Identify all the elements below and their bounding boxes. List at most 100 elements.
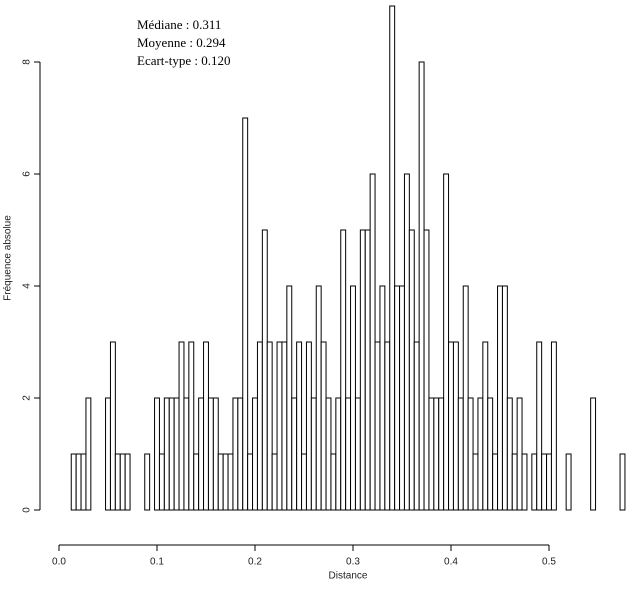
bar <box>487 397 494 511</box>
bar <box>105 397 111 511</box>
bar <box>541 453 548 511</box>
bar <box>511 453 518 511</box>
bar <box>320 341 327 511</box>
bar <box>379 285 386 511</box>
bar <box>173 397 180 511</box>
bar <box>619 453 626 511</box>
bar <box>546 453 552 511</box>
bar <box>85 397 92 511</box>
bar <box>550 341 557 511</box>
bar <box>242 117 249 511</box>
bar <box>350 285 356 511</box>
bar <box>335 397 342 511</box>
bar <box>408 229 415 511</box>
bar <box>168 397 175 511</box>
x-axis-label: Distance <box>329 571 368 582</box>
bar <box>521 453 528 511</box>
bar <box>158 453 165 511</box>
y-tick-label: 6 <box>22 171 33 177</box>
y-tick-label: 2 <box>22 395 33 401</box>
bar <box>531 453 538 511</box>
bar <box>497 285 503 511</box>
bar <box>203 341 209 511</box>
bar <box>75 453 82 511</box>
bar <box>443 173 450 511</box>
bar <box>232 397 239 511</box>
bar <box>70 453 77 511</box>
bar <box>516 397 523 511</box>
bar <box>462 285 469 511</box>
bar <box>501 285 508 511</box>
bar <box>506 397 513 511</box>
bar <box>301 453 307 511</box>
bar <box>183 397 190 511</box>
annotation: Médiane : 0.311 <box>137 17 221 32</box>
bar <box>374 341 381 511</box>
bar <box>154 397 160 511</box>
bar <box>227 453 234 511</box>
bar <box>565 453 572 511</box>
bar <box>266 341 273 511</box>
bar <box>448 341 454 511</box>
annotation: Moyenne : 0.294 <box>137 35 226 50</box>
bar <box>472 453 479 511</box>
x-tick-label: 0.1 <box>150 557 164 568</box>
bar <box>247 453 254 511</box>
bar <box>261 229 268 511</box>
bar <box>482 341 489 511</box>
bar <box>394 285 401 511</box>
bar <box>354 397 361 511</box>
bar <box>114 453 121 511</box>
x-tick-label: 0.5 <box>542 557 556 568</box>
bar <box>305 341 312 511</box>
bar <box>399 285 405 511</box>
bar <box>198 397 205 511</box>
bar <box>237 397 244 511</box>
bar <box>384 341 391 511</box>
bar <box>217 453 224 511</box>
y-axis-label: Fréquence absolue <box>3 215 14 301</box>
bar <box>163 397 170 511</box>
bar <box>477 397 484 511</box>
bar <box>291 397 298 511</box>
bar <box>452 341 459 511</box>
bar <box>188 341 195 511</box>
bar <box>80 453 87 511</box>
bar <box>413 341 420 511</box>
bar <box>325 397 332 511</box>
bar <box>310 397 317 511</box>
x-tick-label: 0.4 <box>444 557 458 568</box>
annotation: Ecart-type : 0.120 <box>137 53 231 68</box>
bar <box>276 341 283 511</box>
bar <box>212 397 219 511</box>
bar <box>330 453 337 511</box>
bar <box>590 397 597 511</box>
bar <box>418 61 425 511</box>
y-tick-label: 8 <box>22 59 33 65</box>
y-tick-label: 0 <box>22 507 33 513</box>
bar <box>433 397 440 511</box>
bar <box>252 397 258 511</box>
bar <box>109 341 116 511</box>
bar <box>428 397 435 511</box>
bar <box>467 397 474 511</box>
bar <box>536 341 543 511</box>
bar <box>359 229 366 511</box>
bar <box>281 341 288 511</box>
bar <box>345 397 352 511</box>
bar <box>364 229 371 511</box>
x-tick-label: 0.3 <box>346 557 360 568</box>
bar <box>315 285 322 511</box>
bar <box>296 341 303 511</box>
bar <box>423 229 430 511</box>
bar <box>389 5 396 511</box>
bar <box>403 173 410 511</box>
bar <box>438 397 445 511</box>
bar <box>271 453 278 511</box>
y-tick-label: 4 <box>22 283 33 289</box>
bar <box>222 453 229 511</box>
bar <box>256 341 263 511</box>
bar <box>119 453 126 511</box>
